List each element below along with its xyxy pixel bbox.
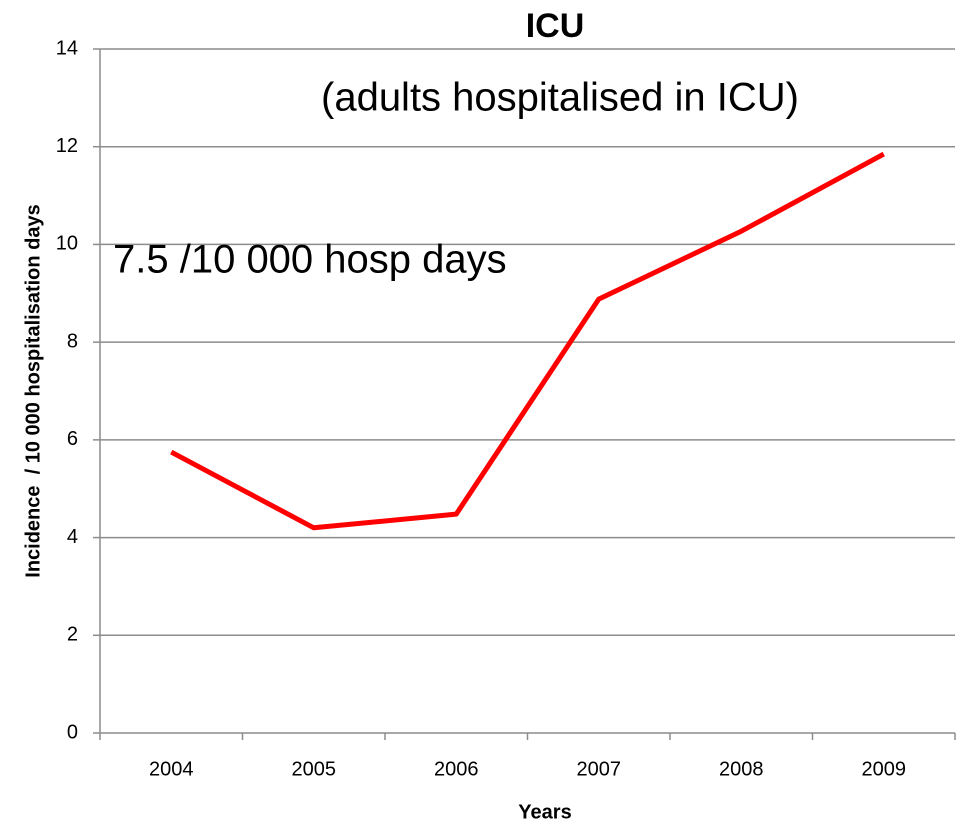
y-tick-label: 6: [67, 428, 78, 450]
y-tick-label: 14: [56, 37, 78, 59]
chart-subtitle: (adults hospitalised in ICU): [321, 76, 799, 120]
y-tick-label: 2: [67, 624, 78, 646]
y-tick-label: 12: [56, 135, 78, 157]
x-tick-label: 2005: [292, 758, 337, 780]
y-tick-label: 4: [67, 526, 78, 548]
x-tick-label: 2008: [719, 758, 764, 780]
x-tick-label: 2007: [577, 758, 622, 780]
chart-title: ICU: [526, 7, 585, 45]
y-tick-label: 0: [67, 721, 78, 743]
y-axis-label: Incidence / 10 000 hospitalisation days: [22, 204, 44, 577]
x-tick-label: 2004: [149, 758, 194, 780]
x-tick-label: 2009: [862, 758, 907, 780]
x-axis-label: Years: [518, 801, 571, 823]
data-line: [170, 151, 885, 531]
annotation: 7.5 /10 000 hosp days: [113, 238, 507, 282]
y-tick-label: 8: [67, 330, 78, 352]
x-tick-label: 2006: [434, 758, 479, 780]
y-tick-label: 10: [56, 233, 78, 255]
